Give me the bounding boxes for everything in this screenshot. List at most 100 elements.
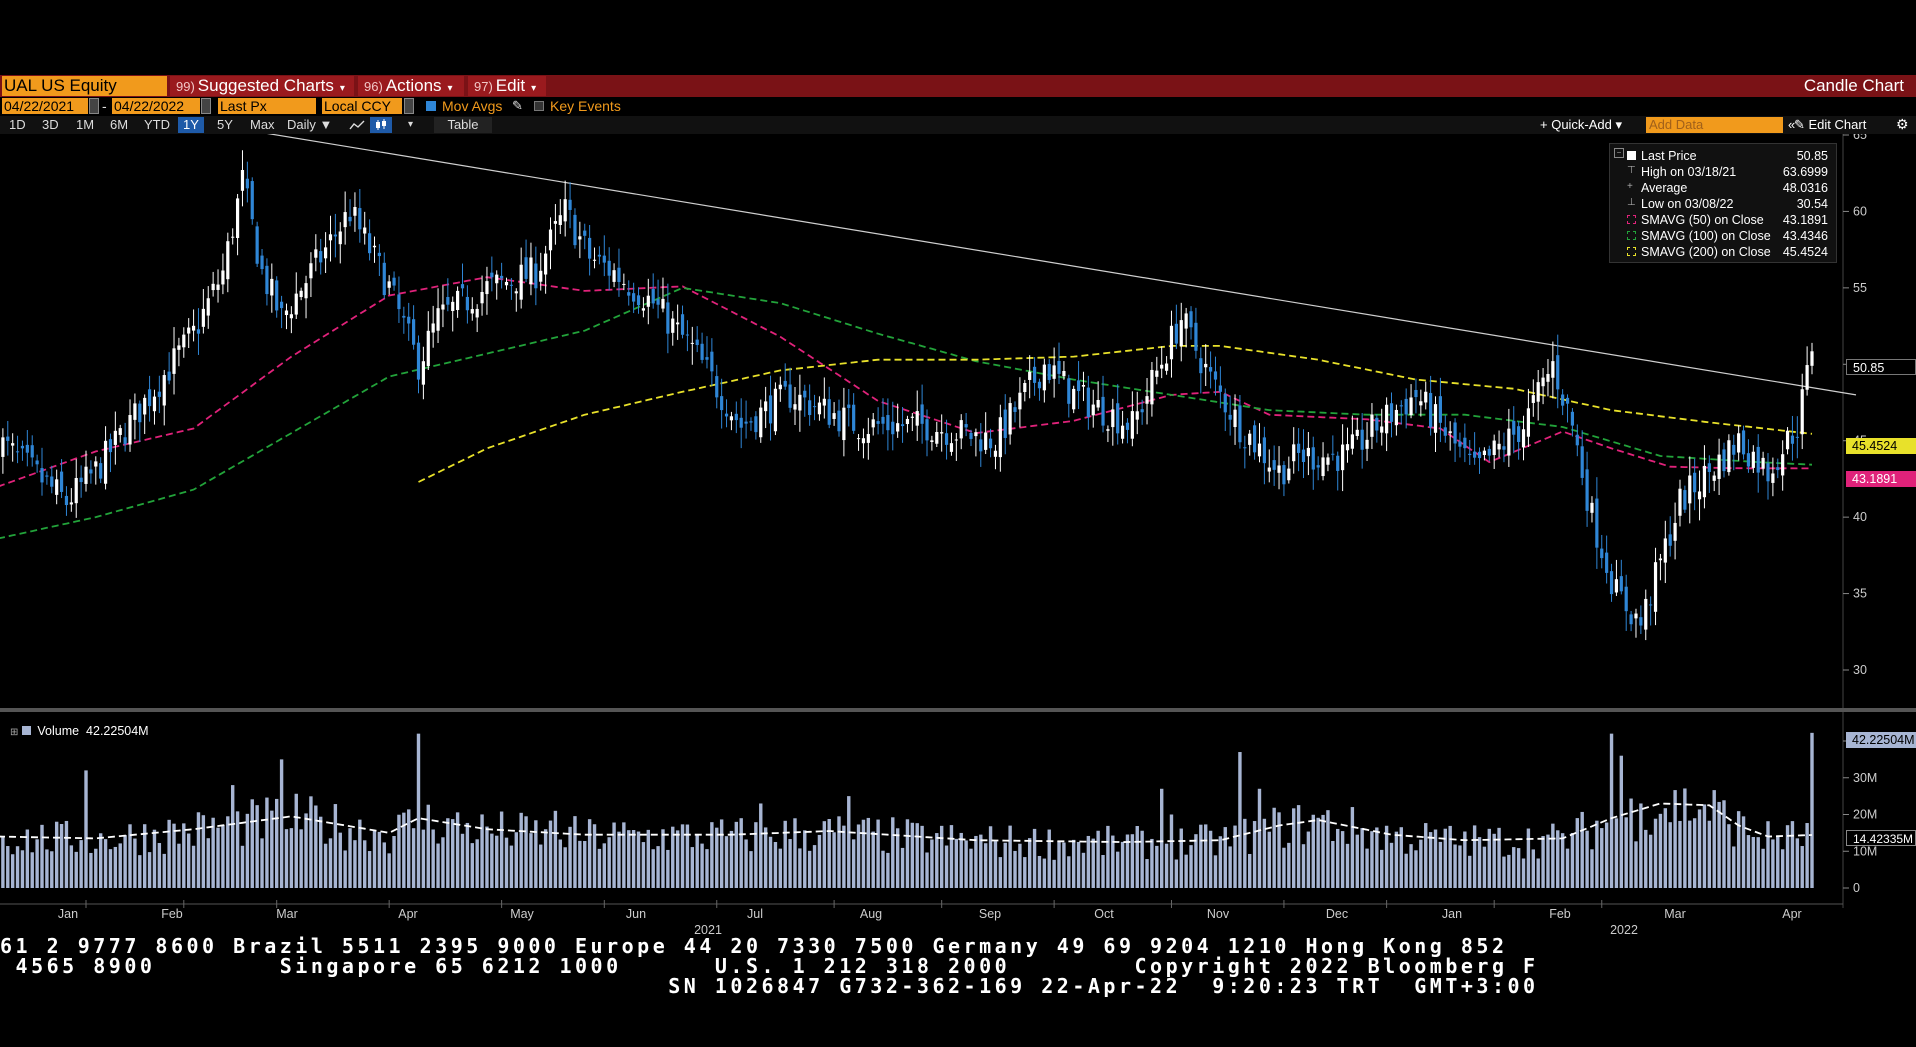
timeframe-3d[interactable]: 3D: [42, 117, 59, 132]
price-field-select[interactable]: Last Px: [218, 98, 316, 114]
volume-bar: [1013, 850, 1017, 888]
legend-name: Low on 03/08/22: [1641, 197, 1734, 211]
volume-bar: [490, 833, 494, 888]
calendar-icon[interactable]: [89, 98, 99, 114]
volume-bar: [1086, 835, 1091, 888]
pencil-icon[interactable]: ✎: [512, 98, 523, 113]
candle-body: [1, 437, 5, 457]
candle-body: [548, 229, 553, 251]
candle-body: [852, 404, 856, 431]
volume-bar: [98, 833, 103, 888]
timeframe-6m[interactable]: 6M: [110, 117, 129, 132]
month-label: Oct: [1094, 907, 1114, 921]
volume-bar: [1199, 824, 1203, 888]
table-button[interactable]: Table: [434, 117, 492, 133]
volume-bar: [661, 829, 665, 888]
chevron-down-icon[interactable]: [404, 98, 414, 114]
collapse-legend-icon[interactable]: −: [1614, 148, 1624, 158]
volume-bar: [597, 848, 602, 888]
mov-avgs-checkbox[interactable]: [426, 101, 436, 111]
key-events-checkbox[interactable]: [534, 101, 544, 111]
security-field[interactable]: UAL US Equity: [2, 76, 167, 96]
collapse-icon[interactable]: ⊞: [10, 727, 19, 738]
candle-body: [1331, 453, 1335, 455]
candle-chart-icon[interactable]: [370, 117, 392, 133]
pane-divider[interactable]: [0, 708, 1916, 712]
calendar-icon[interactable]: [201, 98, 211, 114]
volume-bar: [402, 812, 406, 888]
month-label: Apr: [1782, 907, 1801, 921]
candle-body: [299, 290, 303, 298]
edit-menu[interactable]: 97) Edit ▾: [468, 76, 546, 96]
volume-bar: [1169, 814, 1174, 888]
gear-icon[interactable]: ⚙: [1896, 116, 1909, 132]
legend-value: 48.0316: [1782, 181, 1828, 195]
volume-bar: [74, 851, 78, 888]
menu-number: 96): [364, 79, 383, 94]
start-date-field[interactable]: 04/22/2021: [2, 98, 88, 114]
volume-bar: [495, 835, 499, 888]
candle-body: [1145, 396, 1149, 404]
period-select[interactable]: Daily ▼: [287, 117, 333, 132]
volume-bar: [1189, 845, 1193, 888]
volume-bar: [646, 829, 651, 888]
timeframe-ytd[interactable]: YTD: [144, 117, 170, 132]
edit-chart-button[interactable]: ✎ Edit Chart: [1794, 117, 1867, 132]
candle-body: [1541, 377, 1545, 387]
volume-chart[interactable]: 010M20M30M40M: [0, 712, 1916, 908]
volume-bar: [1590, 849, 1594, 888]
volume-bar: [1311, 814, 1315, 888]
timeframe-1y[interactable]: 1Y: [178, 117, 204, 133]
candle-body: [1580, 446, 1584, 478]
candle-body: [1169, 325, 1174, 360]
timeframe-max[interactable]: Max: [250, 117, 275, 132]
currency-select[interactable]: Local CCY: [322, 98, 402, 114]
chevron-down-icon[interactable]: ▾: [408, 119, 414, 130]
legend-name: Last Price: [1641, 149, 1697, 163]
timeframe-1d[interactable]: 1D: [9, 117, 26, 132]
price-chart[interactable]: 3035404550556065: [0, 134, 1916, 708]
quick-add-button[interactable]: + Quick-Add ▾: [1540, 117, 1623, 132]
candle-body: [666, 302, 670, 334]
volume-bar: [20, 850, 25, 888]
volume-bar: [138, 855, 142, 888]
timeframe-5y[interactable]: 5Y: [217, 117, 233, 132]
sma200-swatch-icon: [1627, 247, 1636, 256]
candle-body: [1795, 436, 1799, 438]
candle-body: [1536, 382, 1540, 402]
candle-body: [1350, 434, 1354, 449]
candle-body: [1155, 370, 1159, 377]
volume-bar: [548, 820, 553, 888]
candle-body: [353, 207, 357, 216]
candle-body: [1712, 475, 1716, 481]
volume-bar: [788, 839, 792, 888]
candle-body: [910, 416, 914, 418]
volume-bar: [886, 852, 890, 888]
candle-body: [226, 241, 230, 280]
volume-bar: [382, 842, 386, 888]
candle-body: [856, 438, 861, 440]
volume-bar: [446, 818, 450, 888]
volume-bar: [910, 822, 915, 888]
candle-body: [431, 323, 435, 333]
candle-body: [969, 432, 973, 439]
collapse-icon[interactable]: «: [1788, 117, 1796, 132]
candle-body: [1345, 444, 1350, 451]
volume-bar: [485, 826, 489, 888]
volume-bar: [40, 824, 44, 888]
candle-body: [99, 463, 103, 479]
line-chart-icon[interactable]: [348, 117, 366, 133]
volume-bar: [710, 822, 714, 888]
suggested-charts-menu[interactable]: 99) Suggested Charts ▾: [170, 76, 354, 96]
volume-bar: [509, 845, 514, 888]
month-label: Jun: [626, 907, 646, 921]
volume-bar: [778, 848, 783, 888]
actions-menu[interactable]: 96) Actions ▾: [358, 76, 464, 96]
month-label: Sep: [979, 907, 1001, 921]
chevron-down-icon: ▾: [447, 83, 453, 94]
timeframe-1m[interactable]: 1M: [76, 117, 95, 132]
volume-bar: [754, 822, 758, 888]
add-data-input[interactable]: Add Data: [1646, 117, 1783, 133]
end-date-field[interactable]: 04/22/2022: [112, 98, 200, 114]
candle-body: [1140, 409, 1144, 413]
